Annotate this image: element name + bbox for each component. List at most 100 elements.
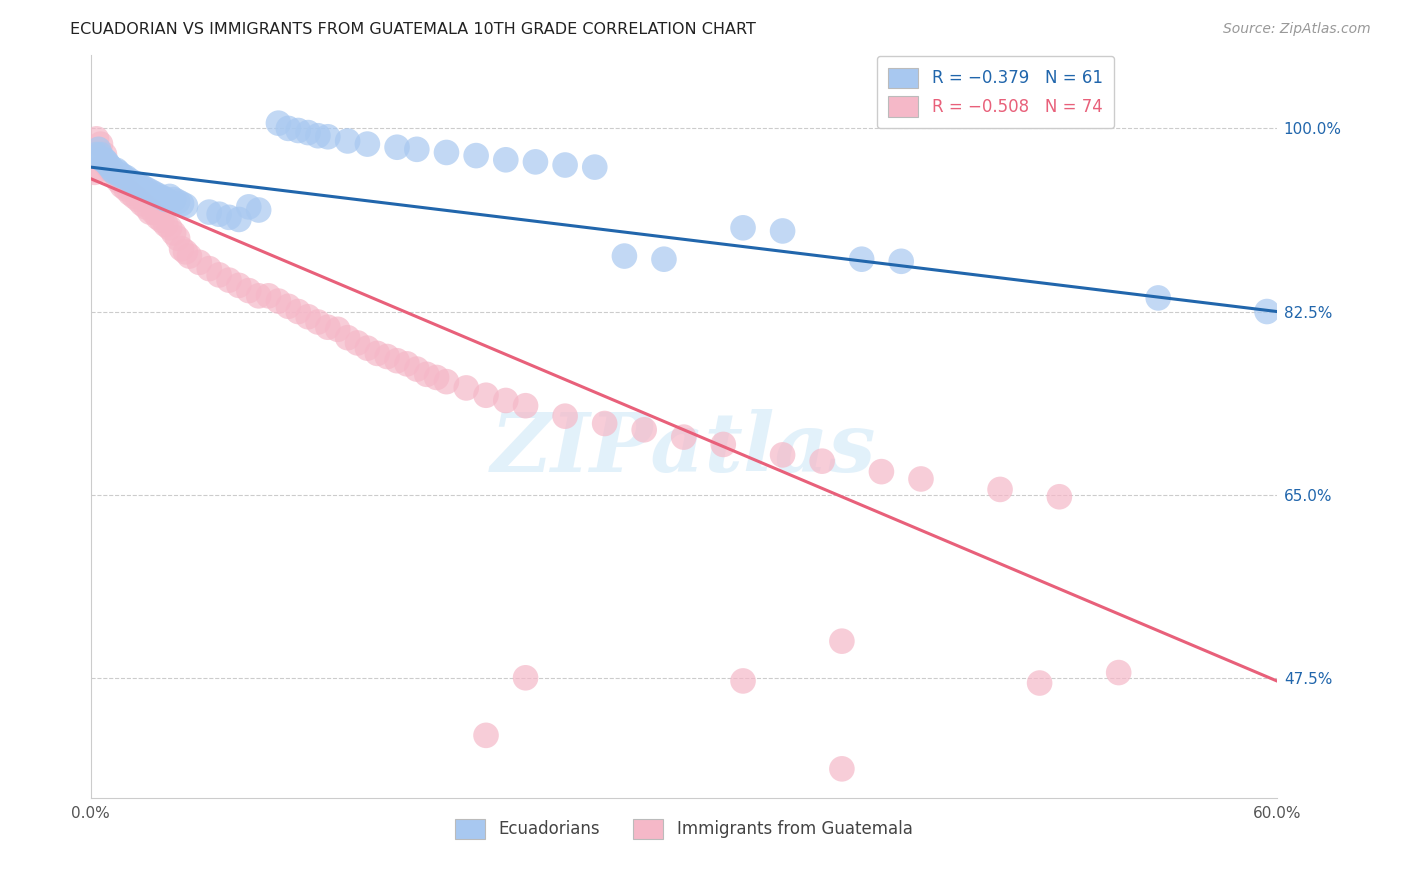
Point — [135, 182, 157, 196]
Point — [287, 304, 309, 318]
Point — [316, 320, 339, 334]
Point — [170, 196, 193, 211]
Point — [277, 121, 299, 136]
Point — [83, 165, 105, 179]
Point — [86, 147, 108, 161]
Point — [208, 268, 231, 282]
Point — [163, 226, 186, 240]
Point — [163, 193, 186, 207]
Point — [583, 160, 606, 174]
Point — [100, 163, 122, 178]
Point — [495, 393, 517, 408]
Point — [97, 158, 120, 172]
Point — [131, 180, 153, 194]
Point — [103, 165, 125, 179]
Point — [811, 454, 834, 468]
Point — [122, 189, 145, 203]
Point — [91, 153, 114, 167]
Point — [831, 762, 853, 776]
Point — [870, 465, 893, 479]
Point — [155, 218, 177, 232]
Point — [111, 169, 134, 183]
Point — [415, 368, 437, 382]
Point — [1256, 304, 1278, 318]
Point — [228, 278, 250, 293]
Point — [316, 129, 339, 144]
Point — [554, 158, 576, 172]
Point — [93, 147, 115, 161]
Point — [89, 137, 111, 152]
Point — [613, 249, 636, 263]
Point — [326, 322, 349, 336]
Point — [86, 163, 108, 178]
Point — [93, 153, 115, 167]
Point — [166, 194, 188, 209]
Point — [711, 437, 734, 451]
Point — [385, 140, 408, 154]
Point — [436, 375, 458, 389]
Point — [115, 170, 138, 185]
Point — [652, 252, 675, 267]
Text: ECUADORIAN VS IMMIGRANTS FROM GUATEMALA 10TH GRADE CORRELATION CHART: ECUADORIAN VS IMMIGRANTS FROM GUATEMALA … — [70, 22, 756, 37]
Point — [475, 388, 498, 402]
Point — [146, 211, 169, 225]
Point — [159, 189, 181, 203]
Point — [287, 123, 309, 137]
Point — [731, 220, 754, 235]
Point — [120, 174, 142, 188]
Point — [115, 182, 138, 196]
Point — [395, 357, 418, 371]
Point — [87, 142, 110, 156]
Point — [772, 224, 794, 238]
Point — [257, 289, 280, 303]
Point — [336, 331, 359, 345]
Point — [297, 310, 319, 324]
Point — [247, 289, 270, 303]
Point — [366, 346, 388, 360]
Point — [890, 254, 912, 268]
Point — [515, 399, 537, 413]
Point — [139, 205, 162, 219]
Point — [1028, 676, 1050, 690]
Point — [100, 160, 122, 174]
Point — [307, 128, 329, 143]
Point — [174, 244, 197, 259]
Point — [107, 174, 129, 188]
Point — [110, 169, 132, 183]
Point — [436, 145, 458, 160]
Point — [988, 483, 1011, 497]
Point — [356, 341, 378, 355]
Point — [831, 634, 853, 648]
Point — [524, 154, 547, 169]
Point — [150, 213, 173, 227]
Point — [150, 190, 173, 204]
Point — [228, 212, 250, 227]
Point — [456, 381, 478, 395]
Point — [208, 207, 231, 221]
Point — [107, 165, 129, 179]
Point — [1147, 291, 1170, 305]
Text: Source: ZipAtlas.com: Source: ZipAtlas.com — [1223, 22, 1371, 37]
Point — [96, 154, 118, 169]
Point — [105, 163, 128, 178]
Point — [174, 199, 197, 213]
Point — [146, 188, 169, 202]
Point — [277, 299, 299, 313]
Point — [127, 178, 149, 192]
Point — [475, 728, 498, 742]
Point — [910, 472, 932, 486]
Point — [101, 163, 124, 178]
Point — [103, 169, 125, 183]
Point — [135, 200, 157, 214]
Point — [495, 153, 517, 167]
Point — [405, 362, 427, 376]
Point — [86, 132, 108, 146]
Point — [356, 137, 378, 152]
Point — [346, 335, 368, 350]
Point — [554, 409, 576, 424]
Point — [405, 142, 427, 156]
Point — [238, 200, 260, 214]
Point — [96, 158, 118, 172]
Legend: Ecuadorians, Immigrants from Guatemala: Ecuadorians, Immigrants from Guatemala — [449, 812, 920, 846]
Point — [127, 193, 149, 207]
